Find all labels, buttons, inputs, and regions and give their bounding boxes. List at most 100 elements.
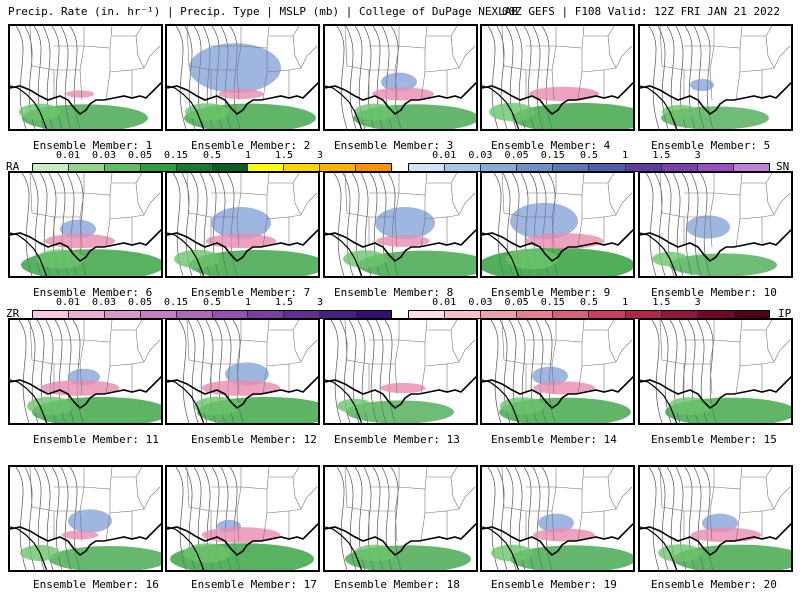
legend-tick-label: 0.5 (579, 297, 599, 308)
mixed-precip-area (528, 86, 600, 102)
state-border (369, 467, 400, 512)
snow-area (532, 366, 568, 386)
state-border (292, 476, 302, 510)
state-border (450, 476, 460, 510)
legend-tick-label: 0.05 (127, 297, 153, 308)
freezing-rain-legend-bar (32, 310, 392, 319)
rain-area (669, 253, 777, 276)
country-border (482, 85, 520, 129)
valid-time: 00Z GEFS | F108 Valid: 12Z FRI JAN 21 20… (501, 5, 780, 18)
mixed-precip-area (40, 380, 120, 396)
state-border (603, 486, 633, 512)
state-border (240, 467, 270, 490)
legend-swatch (248, 164, 285, 171)
state-border (398, 26, 428, 49)
legend-swatch (320, 164, 357, 171)
mixed-precip-area (376, 235, 430, 247)
legend-tick-label: 0.01 (55, 150, 81, 161)
legend-tick-label: 0.05 (127, 150, 153, 161)
country-border (10, 526, 48, 570)
legend-swatch (733, 164, 769, 171)
snow-area (381, 72, 417, 92)
legend-swatch (661, 311, 698, 318)
coastline (167, 522, 318, 557)
state-border (369, 320, 400, 365)
state-border (709, 69, 713, 101)
state-border (240, 320, 270, 343)
state-border (292, 182, 302, 216)
state-border (288, 45, 318, 71)
state-border (292, 35, 302, 69)
legend-swatch (212, 164, 249, 171)
legend-tick-label: 0.5 (579, 150, 599, 161)
legend-tick-label: 0.05 (504, 150, 529, 161)
state-border (424, 363, 448, 392)
country-border (640, 85, 678, 129)
legend-tick-label: 1.5 (652, 297, 671, 308)
state-border (83, 467, 113, 490)
state-border (394, 363, 398, 395)
state-border (186, 320, 212, 392)
ensemble-member-label: Ensemble Member: 11 (33, 433, 159, 446)
state-border (765, 35, 775, 69)
legend-tick-label: 0.01 (432, 150, 457, 161)
state-border (551, 216, 555, 248)
rain-area (49, 546, 161, 570)
rain-area (189, 249, 318, 276)
rain-area (510, 545, 633, 570)
state-border (761, 486, 791, 512)
state-border (551, 69, 555, 101)
isobar (333, 173, 345, 276)
state-border (420, 489, 426, 542)
isobar (336, 26, 348, 129)
ensemble-panel (480, 24, 635, 131)
snow-legend: 0.01 0.03 0.05 0.15 0.5 1 1.5 3 (408, 150, 770, 176)
state-border (603, 192, 633, 218)
ensemble-member-label: Ensemble Member: 20 (651, 578, 777, 591)
legend-tick-label: 1 (622, 150, 629, 161)
state-border (713, 26, 743, 49)
mixed-precip-area (201, 527, 281, 543)
rain-legend-tag: RA (6, 160, 20, 173)
rain-area (194, 396, 240, 416)
legend-tick-label: 1.5 (274, 150, 294, 161)
country-border (482, 232, 520, 276)
legend-swatch (176, 311, 213, 318)
state-border (526, 173, 557, 218)
legend-swatch (104, 164, 141, 171)
rain-area (185, 103, 229, 121)
coastline (10, 375, 161, 410)
state-border (735, 195, 741, 248)
rain-area (346, 400, 454, 423)
legend-tick-label: 1 (622, 297, 629, 308)
coastline (167, 375, 318, 410)
country-border (10, 85, 48, 129)
legend-tick-label: 0.15 (540, 297, 565, 308)
state-border (603, 45, 633, 71)
state-border (288, 339, 318, 365)
state-border (29, 467, 55, 539)
ensemble-map (10, 26, 161, 129)
state-border (236, 216, 240, 248)
state-border (79, 69, 83, 101)
legend-tick-label: 0.03 (91, 150, 117, 161)
state-border (211, 320, 242, 365)
state-border (79, 363, 83, 395)
legend-swatch (33, 164, 69, 171)
state-border (292, 329, 302, 363)
coastline (482, 81, 633, 116)
ensemble-panel (323, 171, 478, 278)
state-border (450, 329, 460, 363)
state-border (398, 320, 428, 343)
state-border (501, 26, 527, 98)
ensemble-member-label: Ensemble Member: 9 (491, 286, 611, 299)
legend-swatch (697, 311, 734, 318)
state-border (709, 216, 713, 248)
ensemble-member-label: Ensemble Member: 13 (334, 433, 460, 446)
ensemble-map (640, 173, 791, 276)
rain-legend: 0.01 0.03 0.05 0.15 0.5 1 1.5 3 (32, 150, 392, 176)
state-border (446, 45, 476, 71)
ensemble-member-label: Ensemble Member: 14 (491, 433, 617, 446)
ensemble-map (482, 467, 633, 570)
state-border (739, 363, 763, 392)
